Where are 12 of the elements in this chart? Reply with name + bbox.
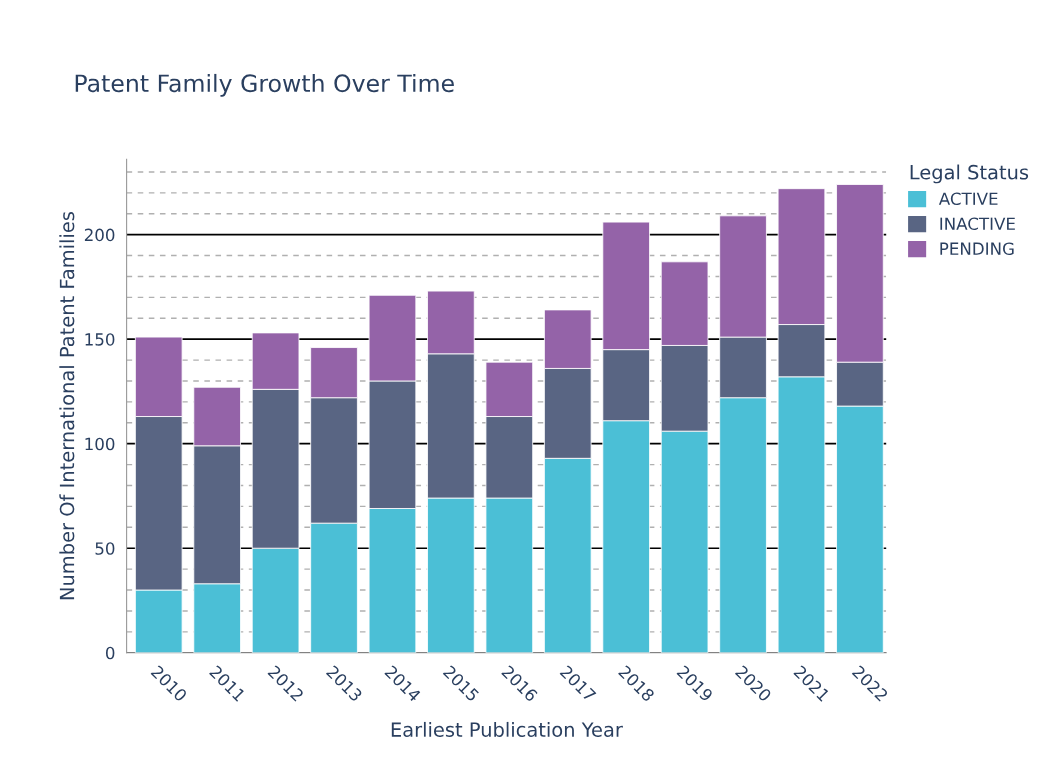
y-tick-label: 200 [84, 228, 115, 242]
y-axis-title: Number Of International Patent Families [59, 212, 75, 600]
y-tick-label: 150 [85, 333, 115, 346]
y-tick-label: 0 [105, 646, 115, 660]
chart-title: Patent Family Growth Over Time [75, 73, 454, 97]
y-tick-label: 50 [95, 542, 115, 555]
legend-label: INACTIVE [940, 217, 1015, 231]
x-axis-title: Earliest Publication Year [391, 721, 623, 737]
legend-label: ACTIVE [938, 192, 998, 206]
legend-label: PENDING [940, 242, 1014, 256]
legend-title: Legal Status [910, 164, 1029, 184]
y-tick-label: 100 [85, 437, 115, 451]
